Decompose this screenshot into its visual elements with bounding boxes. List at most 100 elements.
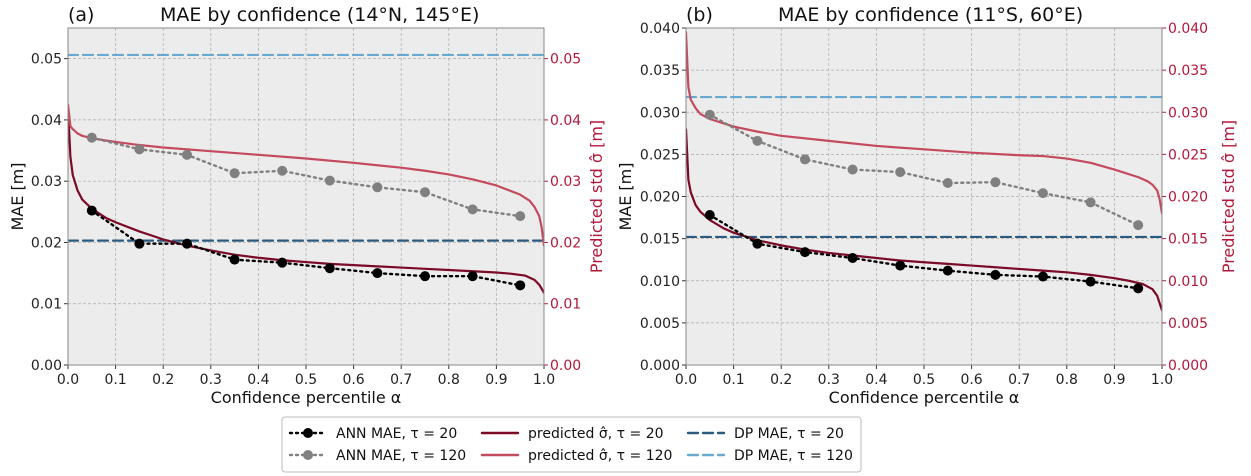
series-2-point bbox=[1085, 197, 1096, 208]
x-tick-label: 0.5 bbox=[913, 372, 935, 388]
series-2-point bbox=[324, 175, 335, 186]
y-tick-label: 0.05 bbox=[31, 52, 62, 68]
series-1-point bbox=[942, 265, 953, 276]
x-tick-label: 0.4 bbox=[247, 372, 269, 388]
legend-label: predicted σ̂, τ = 20 bbox=[528, 426, 664, 442]
legend-marker-2 bbox=[303, 450, 313, 460]
y-right-tick-label: 0.00 bbox=[550, 358, 581, 374]
series-group bbox=[686, 31, 1162, 312]
y-tick-label: 0.030 bbox=[640, 105, 680, 121]
y-right-tick-label: 0.05 bbox=[550, 52, 581, 68]
series-1-point bbox=[800, 247, 810, 258]
series-1-point bbox=[1085, 276, 1096, 287]
series-2-point bbox=[942, 178, 953, 189]
series-2-line bbox=[708, 113, 1140, 227]
legend-label: DP MAE, τ = 120 bbox=[734, 448, 853, 464]
y-tick-label: 0.015 bbox=[640, 232, 680, 248]
x-tick-label: 0.0 bbox=[57, 372, 79, 388]
y-right-tick-label: 0.010 bbox=[1168, 274, 1208, 290]
series-2-point bbox=[372, 182, 383, 193]
y-right-tick-label: 0.030 bbox=[1168, 105, 1208, 121]
legend-label: ANN MAE, τ = 20 bbox=[336, 426, 457, 442]
y-right-tick-label: 0.02 bbox=[550, 235, 581, 251]
y-right-axis-label: Predicted std σ̂ [m] bbox=[587, 120, 606, 273]
series-2-point bbox=[895, 167, 906, 178]
series-1-point bbox=[182, 238, 192, 249]
plot-frame bbox=[67, 27, 545, 366]
series-2-line bbox=[90, 136, 522, 218]
y-axis-label: MAE [m] bbox=[616, 162, 635, 230]
series-group bbox=[68, 53, 544, 294]
x-tick-label: 0.7 bbox=[1008, 372, 1030, 388]
x-tick-label: 0.6 bbox=[342, 372, 364, 388]
series-1-line bbox=[708, 213, 1140, 290]
legend: ANN MAE, τ = 20 ANN MAE, τ = 120 predicted… bbox=[281, 416, 862, 473]
x-axis-label: Confidence percentile α bbox=[829, 388, 1020, 407]
x-tick-label: 0.3 bbox=[818, 372, 840, 388]
series-1-point bbox=[86, 205, 97, 216]
series-2-point bbox=[800, 154, 810, 165]
x-tick-label: 1.0 bbox=[1151, 372, 1173, 388]
x-tick-label: 0.3 bbox=[200, 372, 222, 388]
y-tick-label: 0.01 bbox=[31, 297, 62, 313]
y-right-tick-label: 0.03 bbox=[550, 174, 581, 190]
x-tick-label: 0.1 bbox=[104, 372, 126, 388]
series-1-point bbox=[324, 263, 335, 274]
x-tick-label: 1.0 bbox=[533, 372, 555, 388]
x-tick-label: 0.8 bbox=[1056, 372, 1078, 388]
x-tick-label: 0.2 bbox=[770, 372, 792, 388]
x-tick-label: 0.2 bbox=[152, 372, 174, 388]
x-tick-label: 0.9 bbox=[1103, 372, 1125, 388]
plot-frame bbox=[685, 27, 1163, 366]
x-tick-label: 0.5 bbox=[295, 372, 317, 388]
panel-title: MAE by confidence (14°N, 145°E) bbox=[160, 4, 479, 26]
series-2-point bbox=[467, 204, 478, 215]
y-tick-label: 0.035 bbox=[640, 63, 680, 79]
legend-label: ANN MAE, τ = 120 bbox=[336, 448, 466, 464]
legend-label: predicted σ̂, τ = 120 bbox=[528, 448, 672, 464]
series-4-line bbox=[68, 103, 544, 247]
panel-a: 0.0 0.1 0.2 0.3 0.4 0.5 0.6 0.7 0.8 0.9 1.00.000.0… bbox=[8, 4, 606, 407]
series-1-point bbox=[229, 254, 240, 265]
panel-title: MAE by confidence (11°S, 60°E) bbox=[778, 4, 1083, 26]
series-2-point bbox=[277, 165, 288, 176]
x-tick-label: 0.0 bbox=[675, 372, 697, 388]
y-tick-label: 0.00 bbox=[31, 358, 62, 374]
series-2-point bbox=[86, 132, 97, 143]
series-2-point bbox=[752, 135, 763, 146]
series-1-point bbox=[420, 271, 430, 282]
y-right-axis-label: Predicted std σ̂ [m] bbox=[1219, 120, 1238, 273]
legend-marker-1 bbox=[303, 428, 313, 438]
series-1-point bbox=[1038, 271, 1048, 282]
y-tick-label: 0.000 bbox=[640, 358, 680, 374]
y-axis-label: MAE [m] bbox=[8, 162, 27, 230]
x-tick-label: 0.7 bbox=[390, 372, 412, 388]
series-1-point bbox=[704, 210, 715, 221]
x-axis-label: Confidence percentile α bbox=[211, 388, 402, 407]
y-right-tick-label: 0.04 bbox=[550, 113, 581, 129]
series-4-line bbox=[686, 31, 1162, 215]
panel-label: (b) bbox=[686, 4, 713, 26]
y-tick-label: 0.03 bbox=[31, 174, 62, 190]
series-1-line bbox=[90, 209, 522, 287]
x-tick-label: 0.4 bbox=[865, 372, 887, 388]
series-1-point bbox=[895, 260, 906, 271]
y-tick-label: 0.02 bbox=[31, 235, 62, 251]
x-tick-label: 0.9 bbox=[485, 372, 507, 388]
y-tick-label: 0.010 bbox=[640, 274, 680, 290]
series-2-point bbox=[420, 187, 430, 198]
series-1-point bbox=[134, 238, 145, 249]
series-2-point bbox=[1133, 220, 1144, 231]
y-tick-label: 0.005 bbox=[640, 316, 680, 332]
y-right-tick-label: 0.01 bbox=[550, 297, 581, 313]
series-1-point bbox=[1133, 283, 1144, 294]
series-2-point bbox=[847, 164, 858, 175]
series-2-point bbox=[1038, 188, 1048, 199]
panel-label: (a) bbox=[68, 4, 94, 26]
series-2-point bbox=[704, 109, 715, 120]
legend-label: DP MAE, τ = 20 bbox=[734, 426, 844, 442]
y-tick-label: 0.040 bbox=[640, 21, 680, 37]
series-2-point bbox=[134, 144, 145, 155]
y-right-tick-label: 0.040 bbox=[1168, 21, 1208, 37]
